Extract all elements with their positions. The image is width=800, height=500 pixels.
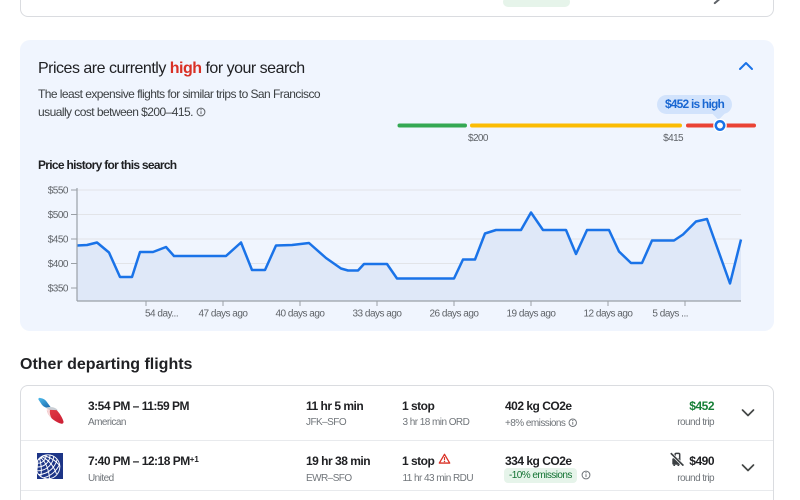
svg-text:5 days ...: 5 days ...: [652, 309, 688, 320]
svg-text:$550: $550: [48, 186, 69, 197]
svg-text:$450: $450: [48, 235, 69, 246]
svg-text:19 days ago: 19 days ago: [507, 309, 557, 320]
svg-text:40 days ago: 40 days ago: [276, 309, 326, 320]
svg-text:12 days ago: 12 days ago: [584, 309, 634, 320]
svg-text:47 days ago: 47 days ago: [199, 309, 249, 320]
svg-text:54 day...: 54 day...: [145, 309, 178, 320]
svg-text:$350: $350: [48, 284, 69, 295]
svg-text:$400: $400: [48, 259, 69, 270]
svg-text:33 days ago: 33 days ago: [353, 309, 403, 320]
svg-text:26 days ago: 26 days ago: [430, 309, 480, 320]
svg-text:$500: $500: [48, 210, 69, 221]
